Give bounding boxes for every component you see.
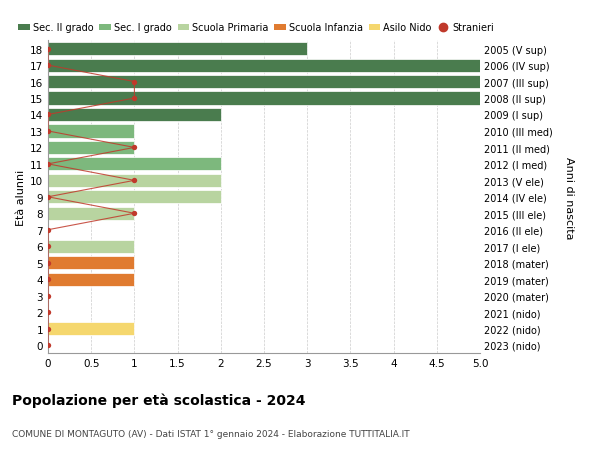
Bar	[48, 109, 221, 122]
Point	[130, 145, 139, 152]
Point	[130, 210, 139, 218]
Point	[43, 341, 53, 349]
Point	[43, 292, 53, 300]
Bar	[48, 141, 134, 155]
Point	[43, 161, 53, 168]
Point	[43, 128, 53, 135]
Bar	[48, 207, 134, 220]
Point	[43, 227, 53, 234]
Bar	[48, 76, 480, 89]
Bar	[48, 59, 480, 73]
Text: COMUNE DI MONTAGUTO (AV) - Dati ISTAT 1° gennaio 2024 - Elaborazione TUTTITALIA.: COMUNE DI MONTAGUTO (AV) - Dati ISTAT 1°…	[12, 429, 410, 438]
Point	[43, 325, 53, 332]
Bar	[48, 191, 221, 204]
Point	[43, 259, 53, 267]
Bar	[48, 257, 134, 269]
Bar	[48, 43, 307, 56]
Point	[43, 309, 53, 316]
Point	[130, 78, 139, 86]
Bar	[48, 174, 221, 188]
Legend: Sec. II grado, Sec. I grado, Scuola Primaria, Scuola Infanzia, Asilo Nido, Stran: Sec. II grado, Sec. I grado, Scuola Prim…	[19, 23, 494, 34]
Bar	[48, 92, 480, 106]
Bar	[48, 125, 134, 138]
Point	[43, 62, 53, 70]
Point	[43, 46, 53, 53]
Bar	[48, 322, 134, 336]
Point	[43, 194, 53, 201]
Bar	[48, 240, 134, 253]
Y-axis label: Età alunni: Età alunni	[16, 169, 26, 225]
Point	[43, 112, 53, 119]
Point	[43, 276, 53, 283]
Point	[130, 177, 139, 185]
Text: Popolazione per età scolastica - 2024: Popolazione per età scolastica - 2024	[12, 392, 305, 407]
Y-axis label: Anni di nascita: Anni di nascita	[564, 156, 574, 239]
Bar	[48, 158, 221, 171]
Bar	[48, 273, 134, 286]
Point	[130, 95, 139, 102]
Point	[43, 243, 53, 250]
